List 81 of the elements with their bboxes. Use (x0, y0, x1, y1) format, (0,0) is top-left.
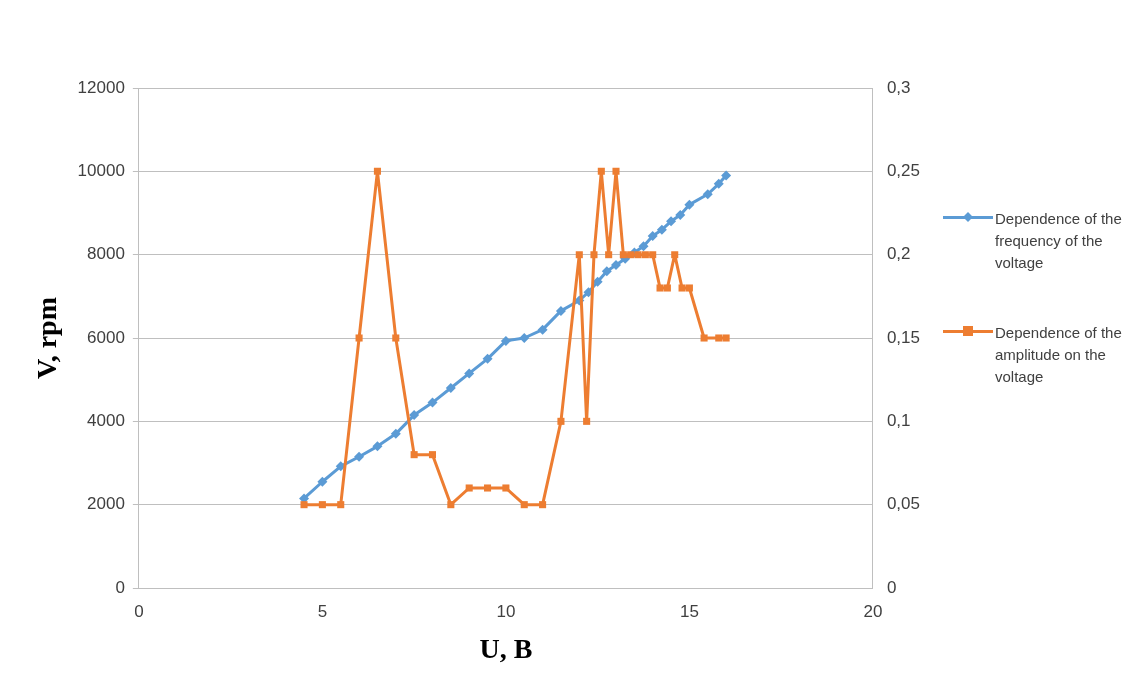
point (575, 251, 583, 259)
point (656, 224, 667, 235)
point (612, 167, 620, 175)
point (634, 251, 642, 259)
point (555, 305, 566, 316)
point (583, 417, 591, 425)
point (721, 170, 732, 181)
point (520, 501, 528, 509)
x-tick-label: 15 (679, 601, 699, 621)
point (355, 334, 363, 342)
point (537, 324, 548, 335)
y2-tick-label: 0,05 (886, 494, 921, 514)
point (465, 484, 473, 492)
y-tick-label: 2000 (87, 494, 125, 514)
point (684, 199, 695, 210)
point (627, 251, 635, 259)
point (619, 251, 627, 259)
point (464, 368, 475, 379)
point (318, 501, 326, 509)
point (502, 484, 510, 492)
point (685, 284, 693, 292)
point (702, 189, 713, 200)
point (638, 241, 649, 252)
point (539, 501, 547, 509)
point (409, 410, 420, 421)
point (715, 334, 723, 342)
y2-tick-label: 0,25 (886, 161, 921, 181)
point (666, 216, 677, 227)
point (410, 451, 418, 459)
y-tick-label: 10000 (77, 161, 125, 181)
point (300, 501, 308, 509)
x-tick-label: 0 (134, 601, 144, 621)
point (337, 501, 345, 509)
point (445, 383, 456, 393)
point (447, 501, 455, 509)
point (557, 417, 565, 425)
point (373, 167, 381, 175)
y2-tick-label: 0,1 (886, 411, 911, 431)
point (427, 397, 438, 408)
x-tick-label: 5 (317, 601, 328, 621)
y-tick-label: 0 (115, 577, 125, 597)
point (675, 210, 686, 221)
point (500, 335, 511, 346)
point (519, 333, 530, 343)
point (482, 353, 493, 364)
point (484, 484, 492, 492)
x-tick-label: 10 (496, 601, 516, 621)
y-tick-label: 6000 (87, 327, 125, 347)
y2-tick-label: 0,2 (886, 244, 911, 264)
legend-label: Dependence of the amplitude on the voltage (995, 323, 1123, 387)
legend-label: Dependence of the frequency of the voltage (995, 209, 1123, 273)
point (722, 334, 730, 342)
point (678, 284, 686, 292)
point (590, 251, 598, 259)
point (392, 334, 400, 342)
point (428, 451, 437, 459)
point (713, 178, 724, 189)
y2-tick-label: 0,3 (886, 77, 911, 97)
point (605, 251, 613, 259)
point (601, 266, 612, 277)
y2-tick-label: 0,15 (886, 327, 921, 347)
y-tick-label: 8000 (87, 244, 125, 264)
x-axis-title: U, B (479, 633, 533, 665)
point (317, 476, 328, 487)
point (372, 441, 383, 452)
point (700, 334, 708, 342)
point (663, 284, 671, 292)
point (649, 251, 657, 259)
point (597, 167, 605, 175)
point (390, 428, 401, 439)
x-tick-label: 20 (863, 601, 883, 621)
y-axis-title: V, rpm (31, 297, 63, 379)
point (354, 451, 365, 462)
y-tick-label: 12000 (77, 77, 125, 97)
y2-tick-label: 0 (886, 577, 897, 597)
point (647, 230, 658, 241)
point (641, 251, 649, 259)
point (671, 251, 679, 259)
y-tick-label: 4000 (87, 411, 125, 431)
point (656, 284, 664, 292)
point (611, 260, 621, 271)
